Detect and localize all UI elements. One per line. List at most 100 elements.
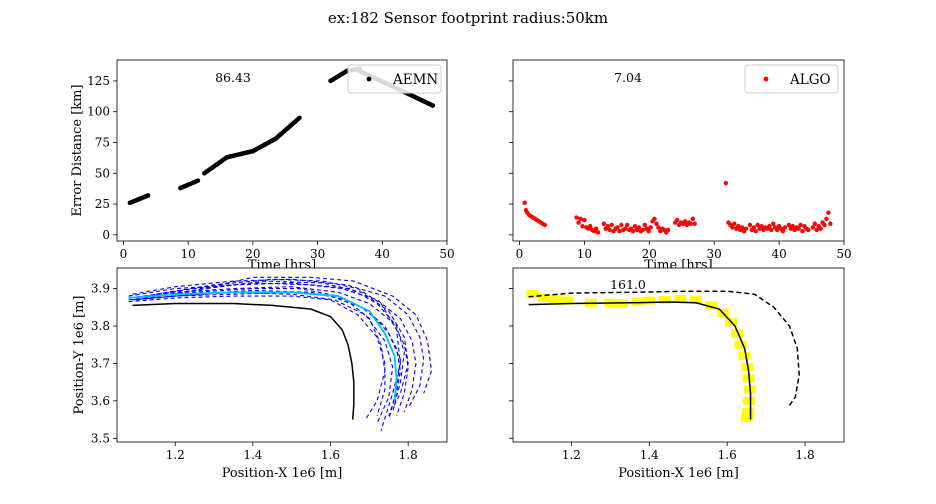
algo-point bbox=[767, 224, 772, 229]
algo-point bbox=[822, 222, 827, 228]
algo-point bbox=[796, 226, 801, 231]
algo-position-yellow-marker bbox=[730, 329, 743, 338]
algo-point bbox=[828, 221, 833, 226]
algo-point bbox=[824, 216, 829, 222]
aemn-position-ylabel: Position-Y 1e6 [m] bbox=[72, 296, 87, 415]
algo-point bbox=[755, 222, 760, 228]
algo-position-yellow-marker bbox=[538, 293, 551, 302]
aemn-position-ensemble-line bbox=[128, 295, 386, 416]
algo-position-axes-frame bbox=[512, 267, 845, 443]
aemn-axes-frame bbox=[116, 59, 448, 242]
algo-point bbox=[818, 226, 823, 231]
algo-point bbox=[578, 216, 583, 222]
algo-point bbox=[588, 224, 593, 229]
algo-point bbox=[601, 221, 607, 226]
algo-point bbox=[732, 221, 737, 226]
algo-position-dashed-track-line bbox=[528, 290, 800, 407]
aemn-position-xtick-label: 1.6 bbox=[321, 448, 340, 462]
aemn-point bbox=[297, 115, 302, 121]
algo-point bbox=[582, 217, 587, 223]
algo-point bbox=[736, 224, 741, 229]
aemn-point bbox=[195, 178, 201, 183]
aemn-position-ensemble-line bbox=[144, 280, 409, 409]
algo-position-yellow-marker bbox=[740, 413, 753, 422]
algo-point bbox=[595, 230, 601, 235]
aemn-position-ytick-label: 3.9 bbox=[91, 282, 110, 296]
aemn-ytick-label: 50 bbox=[95, 166, 110, 180]
algo-position-yellow-marker bbox=[734, 340, 747, 349]
algo-position-xtick-label: 1.4 bbox=[640, 448, 659, 462]
algo-point bbox=[656, 225, 661, 230]
algo-point bbox=[682, 219, 688, 224]
algo-point bbox=[675, 217, 680, 223]
algo-point bbox=[607, 227, 612, 233]
algo-position-yellow-marker bbox=[658, 295, 671, 304]
algo-point bbox=[617, 228, 622, 234]
algo-legend-marker bbox=[763, 76, 769, 82]
algo-point bbox=[630, 228, 636, 234]
algo-point bbox=[648, 225, 653, 230]
algo-point bbox=[786, 222, 792, 228]
algo-position-yellow-marker bbox=[705, 301, 718, 310]
aemn-xtick-label: 30 bbox=[310, 247, 325, 261]
algo-point bbox=[574, 215, 579, 220]
algo-point bbox=[688, 221, 694, 226]
algo-xtick-label: 10 bbox=[577, 247, 592, 261]
algo-legend-label: ALGO bbox=[789, 72, 831, 88]
algo-axes-frame bbox=[512, 59, 845, 242]
algo-point bbox=[593, 226, 599, 231]
aemn-point bbox=[145, 193, 151, 198]
algo-position-xtick-label: 1.8 bbox=[796, 448, 815, 462]
figure-suptitle: ex:182 Sensor footprint radius:50km bbox=[328, 9, 608, 27]
algo-position-yellow-marker bbox=[742, 396, 755, 405]
aemn-point bbox=[430, 103, 436, 108]
aemn-position-truth-line bbox=[132, 302, 355, 420]
aemn-ylabel: Error Distance [km] bbox=[70, 84, 85, 216]
algo-point bbox=[640, 227, 646, 233]
aemn-position-panel: 1.2 1.4 1.6 1.8 3.5 3.6 3.7 3.8 3.9 Position-X 1e… bbox=[72, 267, 448, 481]
algo-point bbox=[739, 225, 745, 230]
algo-annotation: 7.04 bbox=[614, 70, 642, 85]
algo-point bbox=[692, 221, 697, 226]
algo-point bbox=[747, 222, 753, 228]
algo-point bbox=[730, 225, 735, 230]
algo-point bbox=[632, 224, 638, 229]
algo-xtick-label: 30 bbox=[707, 247, 722, 261]
algo-position-truth-line bbox=[528, 301, 752, 420]
aemn-ytick-label: 100 bbox=[87, 105, 110, 119]
algo-point bbox=[806, 227, 811, 233]
algo-point bbox=[665, 227, 671, 233]
algo-point bbox=[615, 225, 620, 230]
aemn-position-ensemble-line bbox=[136, 276, 433, 394]
aemn-ytick-label: 0 bbox=[102, 228, 110, 242]
algo-point bbox=[771, 221, 776, 226]
aemn-position-estimate-line bbox=[128, 291, 398, 401]
algo-point bbox=[609, 222, 614, 228]
aemn-position-ytick-label: 3.7 bbox=[91, 356, 110, 370]
aemn-xtick-label: 40 bbox=[375, 247, 390, 261]
algo-point bbox=[646, 228, 651, 234]
aemn-position-ytick-label: 3.5 bbox=[91, 431, 110, 445]
algo-point bbox=[782, 225, 788, 230]
algo-point bbox=[690, 216, 695, 222]
algo-point bbox=[636, 225, 642, 230]
algo-position-yellow-marker bbox=[643, 296, 656, 305]
aemn-position-ytick-label: 3.8 bbox=[91, 319, 110, 333]
aemn-position-axes-frame bbox=[116, 267, 448, 443]
algo-point bbox=[780, 228, 786, 234]
algo-point bbox=[800, 228, 805, 234]
aemn-position-ytick-label: 3.6 bbox=[91, 394, 110, 408]
algo-point bbox=[743, 226, 749, 231]
aemn-ytick-label: 75 bbox=[95, 135, 110, 149]
algo-point bbox=[619, 222, 624, 228]
algo-position-yellow-marker bbox=[631, 297, 644, 306]
algo-point bbox=[814, 227, 819, 233]
aemn-annotation: 86.43 bbox=[215, 70, 251, 85]
algo-point bbox=[790, 224, 795, 229]
aemn-position-ensemble-line bbox=[132, 278, 425, 409]
aemn-ytick-label: 125 bbox=[87, 74, 110, 88]
algo-position-yellow-marker bbox=[561, 296, 574, 305]
